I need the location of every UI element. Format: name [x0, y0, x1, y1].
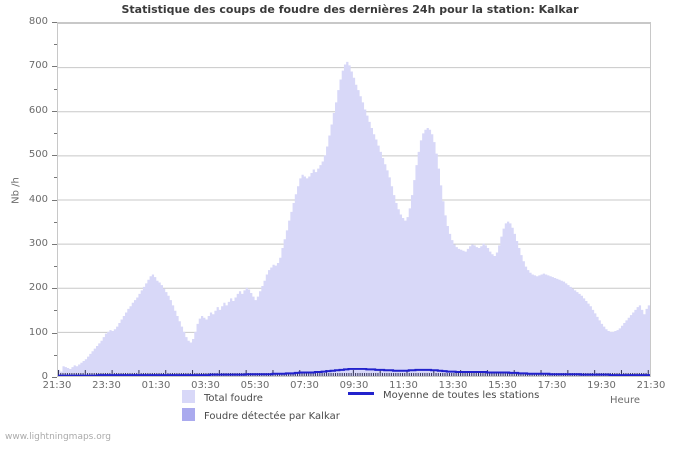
legend-line-swatch [348, 392, 374, 395]
x-tick-label: 07:30 [290, 380, 319, 391]
y-tick-mark [52, 333, 57, 334]
y-minor-tick-mark [54, 222, 57, 223]
x-tick-label: 17:30 [537, 380, 567, 391]
y-tick-mark [52, 200, 57, 201]
legend-item[interactable]: Total foudre [182, 390, 263, 404]
y-tick-label: 600 [28, 104, 48, 116]
y-tick-label: 400 [28, 193, 48, 205]
legend-color-swatch [182, 390, 195, 403]
y-tick-label: 0 [41, 371, 48, 382]
legend-item[interactable]: Moyenne de toutes les stations [348, 390, 539, 401]
x-tick-label: 09:30 [339, 380, 369, 391]
legend-label: Foudre détectée par Kalkar [204, 411, 340, 422]
y-axis-title: Nb /h [10, 177, 22, 204]
x-tick-label: 19:30 [587, 380, 616, 391]
x-axis-title: Heure [609, 395, 641, 406]
x-tick-label: 21:30 [42, 380, 72, 391]
y-tick-label: 200 [28, 282, 48, 294]
y-minor-tick-mark [54, 266, 57, 267]
y-minor-tick-mark [54, 355, 57, 356]
y-tick-label: 300 [28, 237, 48, 249]
legend-label: Moyenne de toutes les stations [383, 390, 540, 401]
x-tick-label: 15:30 [488, 380, 517, 391]
x-tick-label: 11:30 [389, 380, 418, 391]
y-tick-label: 700 [28, 60, 48, 72]
y-minor-tick-mark [54, 310, 57, 311]
legend-item[interactable]: Foudre détectée par Kalkar [182, 408, 340, 422]
y-tick-mark [52, 155, 57, 156]
y-tick-mark [52, 377, 57, 378]
y-tick-label: 800 [28, 16, 48, 27]
x-tick-label: 05:30 [240, 380, 270, 391]
x-tick-label: 13:30 [438, 380, 468, 391]
x-tick-label: 21:30 [636, 380, 666, 391]
y-tick-mark [52, 111, 57, 112]
x-tick-label: 03:30 [191, 380, 220, 391]
plot-canvas [58, 23, 650, 376]
plot-area [57, 22, 651, 377]
y-tick-label: 100 [28, 326, 48, 338]
legend-color-swatch [182, 408, 195, 421]
chart-title: Statistique des coups de foudre des dern… [121, 3, 579, 16]
chart-legend: Total foudre Foudre détectée par Kalkar Mo… [0, 390, 700, 426]
y-minor-tick-mark [54, 177, 57, 178]
y-minor-tick-mark [54, 44, 57, 45]
x-tick-label: 01:30 [141, 380, 171, 391]
y-minor-tick-mark [54, 133, 57, 134]
legend-label: Total foudre [204, 393, 263, 404]
y-tick-label: 500 [28, 149, 48, 161]
x-tick-label: 23:30 [92, 380, 121, 391]
y-tick-mark [52, 288, 57, 289]
y-tick-mark [52, 66, 57, 67]
site-watermark: www.lightningmaps.org [5, 432, 111, 442]
y-minor-tick-mark [54, 89, 57, 90]
y-tick-mark [52, 22, 57, 23]
y-tick-mark [52, 244, 57, 245]
